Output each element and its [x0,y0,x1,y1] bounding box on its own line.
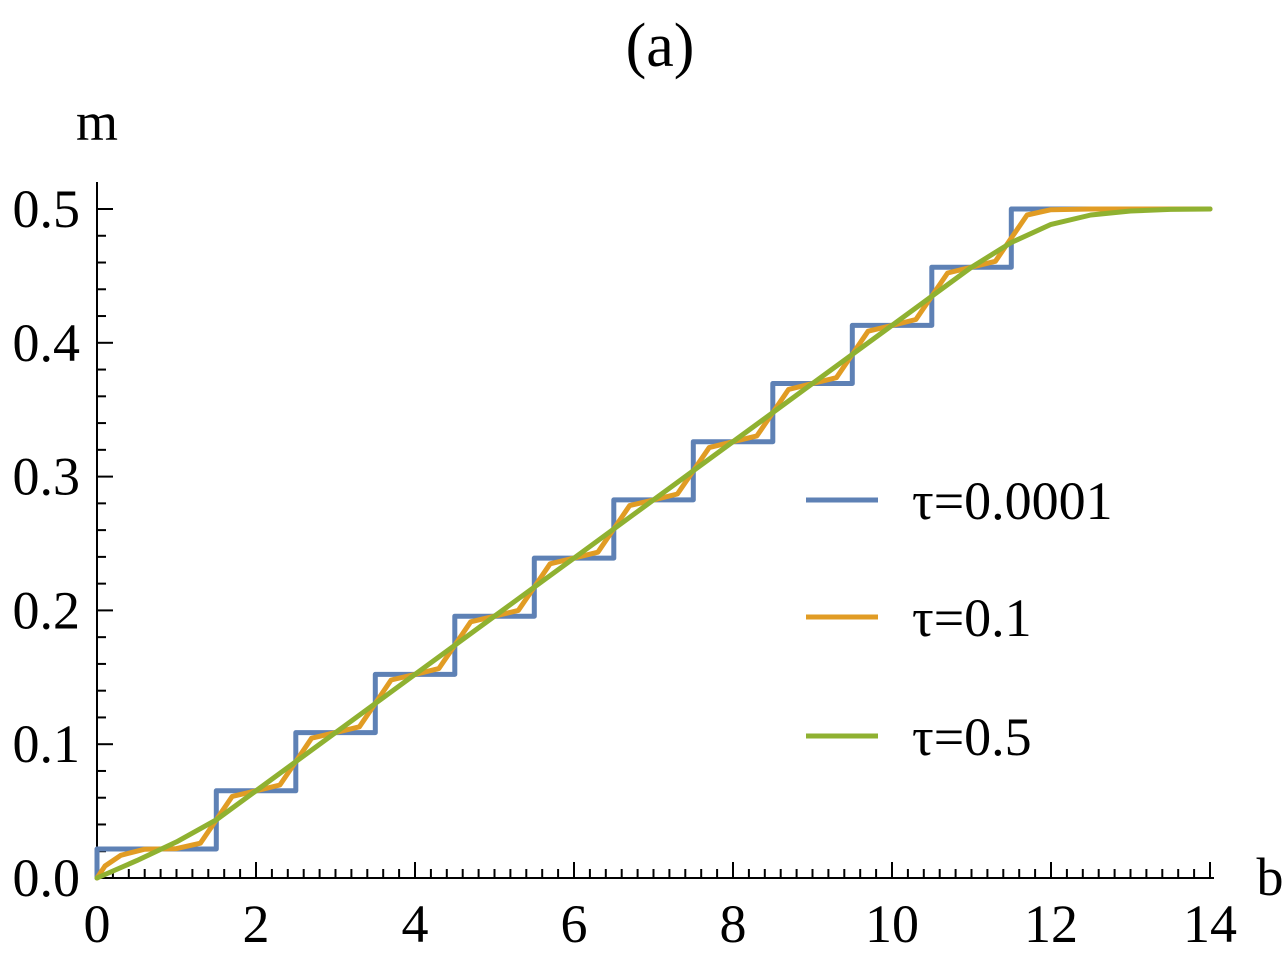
legend-label-2: τ=0.1 [912,588,1032,648]
y-tick-label: 0.1 [13,714,81,774]
chart-title: (a) [626,12,695,80]
y-tick-label: 0.5 [13,179,81,239]
x-tick-label: 12 [1024,894,1078,954]
y-tick-label: 0.4 [13,313,81,373]
series-line-3 [94,206,1213,881]
legend-label-3: τ=0.5 [912,707,1032,767]
x-tick-label: 14 [1183,894,1237,954]
y-tick-label: 0.0 [13,848,81,908]
x-tick-label: 2 [243,894,270,954]
x-tick-label: 0 [84,894,111,954]
y-tick-label: 0.2 [13,580,81,640]
series-line-2 [94,206,1213,881]
y-axis-label: m [76,92,118,152]
legend: τ=0.0001 τ=0.1 τ=0.5 [806,471,1113,767]
legend-label-1: τ=0.0001 [912,471,1113,531]
series-layer [94,206,1213,881]
x-axis-label: b [1257,847,1284,907]
x-tick-label: 10 [865,894,919,954]
y-tick-label: 0.3 [13,447,81,507]
x-tick-label: 8 [720,894,747,954]
x-tick-label: 6 [561,894,588,954]
series-line-1 [94,206,1213,881]
x-tick-label: 4 [402,894,429,954]
axes: 0 2 4 6 8 10 12 14 0.0 0.1 0.2 0.3 0.4 0.5 [13,179,1238,954]
